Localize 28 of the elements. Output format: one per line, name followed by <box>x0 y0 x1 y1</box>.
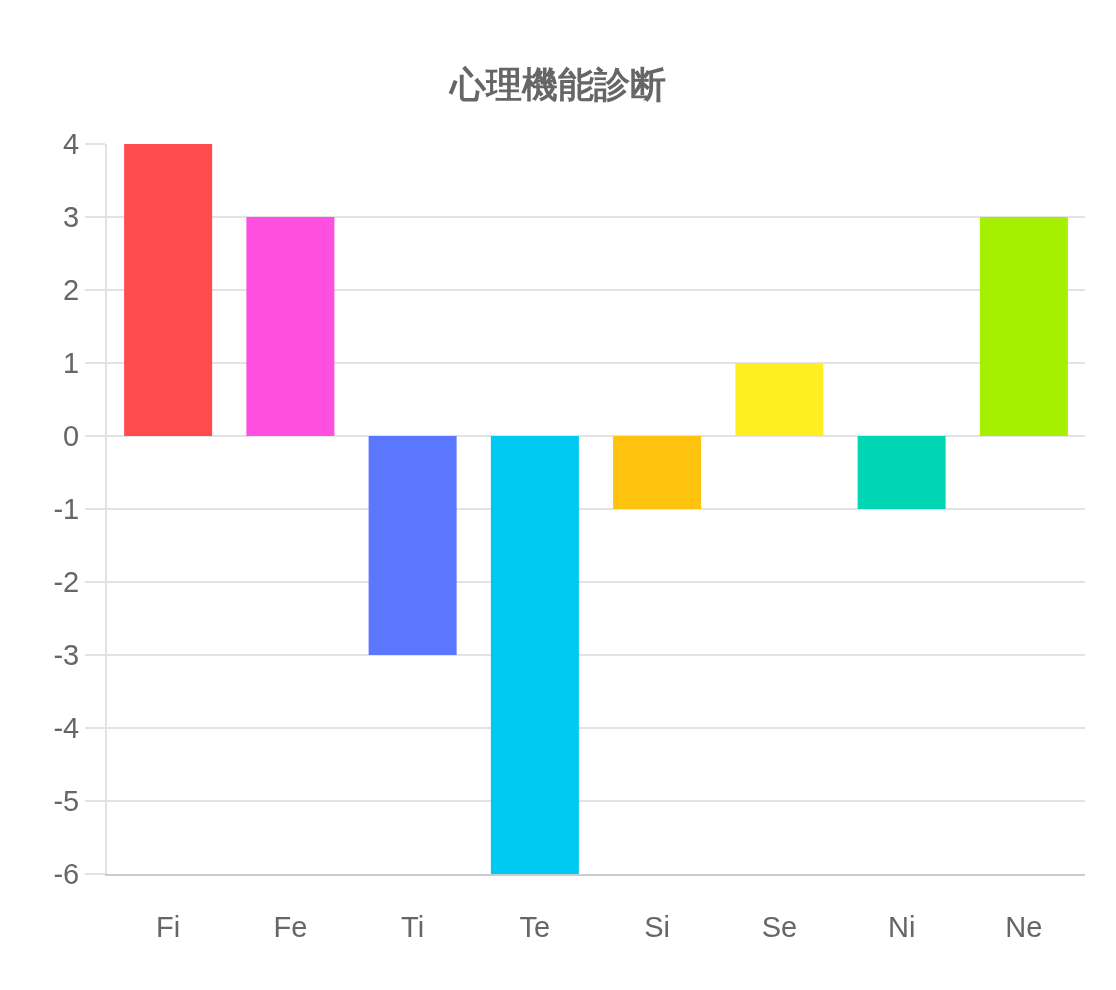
x-tick-label: Se <box>761 910 798 943</box>
y-tick-label: 3 <box>63 201 80 234</box>
chart-title: 心理機能診断 <box>448 63 666 105</box>
bar <box>124 144 213 436</box>
x-tick-label: Si <box>644 910 671 943</box>
y-tick-label: 1 <box>63 347 80 380</box>
bar <box>613 436 702 509</box>
y-tick-label: 4 <box>63 128 80 161</box>
y-tick-label: -6 <box>53 858 80 891</box>
x-tick-label: Ni <box>887 910 916 943</box>
bar <box>735 363 824 436</box>
bar <box>490 436 579 874</box>
y-tick-label: -5 <box>53 785 80 818</box>
y-tick-label: 0 <box>63 420 80 453</box>
y-tick-label: -2 <box>53 566 80 599</box>
x-tick-label: Ti <box>401 910 425 943</box>
y-tick-label: 2 <box>63 274 80 307</box>
y-tick-label: -1 <box>53 493 80 526</box>
y-tick-label: -4 <box>53 712 80 745</box>
x-tick-label: Fi <box>156 910 181 943</box>
x-tick-label: Te <box>519 910 551 943</box>
bar <box>368 436 457 655</box>
bar <box>857 436 946 509</box>
y-tick-label: -3 <box>53 639 80 672</box>
x-tick-label: Ne <box>1005 910 1043 943</box>
bar <box>979 217 1068 436</box>
bar <box>246 217 335 436</box>
x-tick-label: Fe <box>273 910 308 943</box>
